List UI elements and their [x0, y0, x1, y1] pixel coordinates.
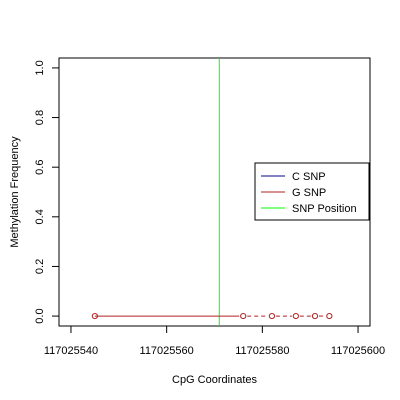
y-tick-label: 0.4 [34, 209, 46, 224]
g-snp-point [91, 312, 98, 320]
y-axis: 0.0 0.2 0.4 0.6 0.8 1.0 [34, 60, 60, 324]
y-tick-label: 0.8 [34, 110, 46, 125]
y-tick-label: 1.0 [34, 60, 46, 75]
g-snp-point [268, 312, 276, 320]
legend-label-c-snp: C SNP [292, 171, 326, 183]
x-tick-label: 117025600 [331, 345, 385, 357]
legend-label-g-snp: G SNP [292, 187, 326, 199]
g-snp-point [311, 312, 319, 320]
x-tick-label: 117025540 [44, 345, 98, 357]
y-tick-label: 0.2 [34, 259, 46, 274]
y-tick-label: 0.6 [34, 160, 46, 175]
legend-label-snp-position: SNP Position [292, 203, 357, 215]
y-tick-label: 0.0 [34, 308, 46, 323]
legend: C SNP G SNP SNP Position [254, 162, 370, 221]
x-tick-label: 117025580 [235, 345, 289, 357]
y-axis-title: Methylation Frequency [9, 136, 21, 248]
x-axis: 117025540 117025560 117025580 117025600 [44, 325, 385, 357]
g-snp-point [292, 312, 299, 320]
g-snp-point [240, 312, 247, 320]
g-snp-point [326, 312, 333, 320]
x-axis-title: CpG Coordinates [172, 374, 257, 386]
x-tick-label: 117025560 [140, 345, 194, 357]
data-layer [91, 58, 333, 326]
